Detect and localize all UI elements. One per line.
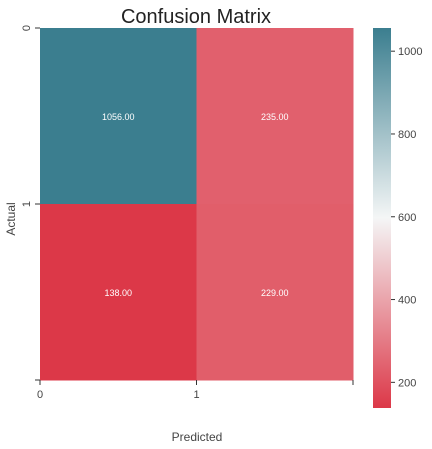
y-axis-label: Actual (4, 202, 18, 235)
cell-value-label-r1-c1: 229.00 (261, 288, 289, 298)
colorbar-tick-label-2: 600 (398, 212, 416, 224)
x-tick-label-1: 1 (193, 389, 199, 401)
cell-value-label-r0-c0: 1056.00 (102, 112, 135, 122)
cell-labels: 1056.00 235.00 138.00 229.00 (102, 112, 289, 298)
heatmap-cell-r0-c1 (196, 28, 354, 205)
y-tick-label-1: 1 (21, 201, 33, 207)
x-tick-label-0: 0 (37, 389, 43, 401)
y-tick-label-0: 0 (21, 25, 33, 31)
heatmap-cell-r1-c1 (196, 204, 354, 381)
chart-title: Confusion Matrix (121, 6, 271, 28)
heatmap-cell-r1-c0 (40, 204, 197, 381)
colorbar-tick-label-0: 200 (398, 377, 416, 389)
heatmap-cells (40, 28, 354, 381)
cell-value-label-r1-c0: 138.00 (104, 288, 132, 298)
cell-value-label-r0-c1: 235.00 (261, 112, 289, 122)
colorbar-bar (373, 28, 391, 408)
x-axis-label: Predicted (172, 430, 223, 444)
y-axis: 01 (21, 25, 40, 381)
colorbar-tick-label-4: 1000 (398, 46, 422, 58)
colorbar-tick-label-3: 800 (398, 129, 416, 141)
heatmap-cell-r0-c0 (40, 28, 197, 205)
colorbar-tick-label-1: 400 (398, 295, 416, 307)
colorbar: 200 400 600 800 1000 (373, 28, 422, 408)
